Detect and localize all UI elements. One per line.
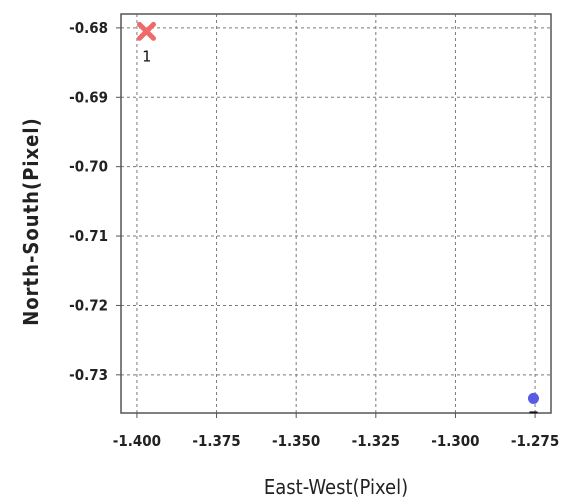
x-tick-label: -1.300 — [431, 432, 479, 450]
circle-marker-point — [527, 392, 539, 404]
x-tick-label: -1.350 — [272, 432, 320, 450]
x-axis-title: East-West(Pixel) — [264, 475, 408, 499]
y-tick-label: -0.70 — [69, 158, 108, 176]
x-tick-label: -1.275 — [511, 432, 559, 450]
y-tick-label: -0.72 — [69, 296, 108, 314]
y-tick-label: -0.71 — [69, 227, 108, 245]
data-points: 1 — [136, 21, 539, 414]
y-tick-label: -0.73 — [69, 366, 108, 384]
x-tick-label: -1.400 — [113, 432, 161, 450]
grid — [121, 14, 551, 413]
x-axis-ticks: -1.400 -1.375 -1.350 -1.325 -1.300 -1.275 — [113, 413, 559, 450]
y-tick-label: -0.69 — [69, 88, 108, 106]
y-axis-ticks: -0.68 -0.69 -0.70 -0.71 -0.72 -0.73 — [69, 19, 121, 384]
plot-frame — [120, 13, 552, 414]
x-tick-label: -1.375 — [192, 432, 240, 450]
y-tick-label: -0.68 — [69, 19, 108, 37]
point-label: 1 — [142, 47, 151, 65]
x-marker-point — [136, 21, 156, 41]
x-tick-label: -1.325 — [352, 432, 400, 450]
y-axis-title: North-South(Pixel) — [19, 117, 43, 326]
